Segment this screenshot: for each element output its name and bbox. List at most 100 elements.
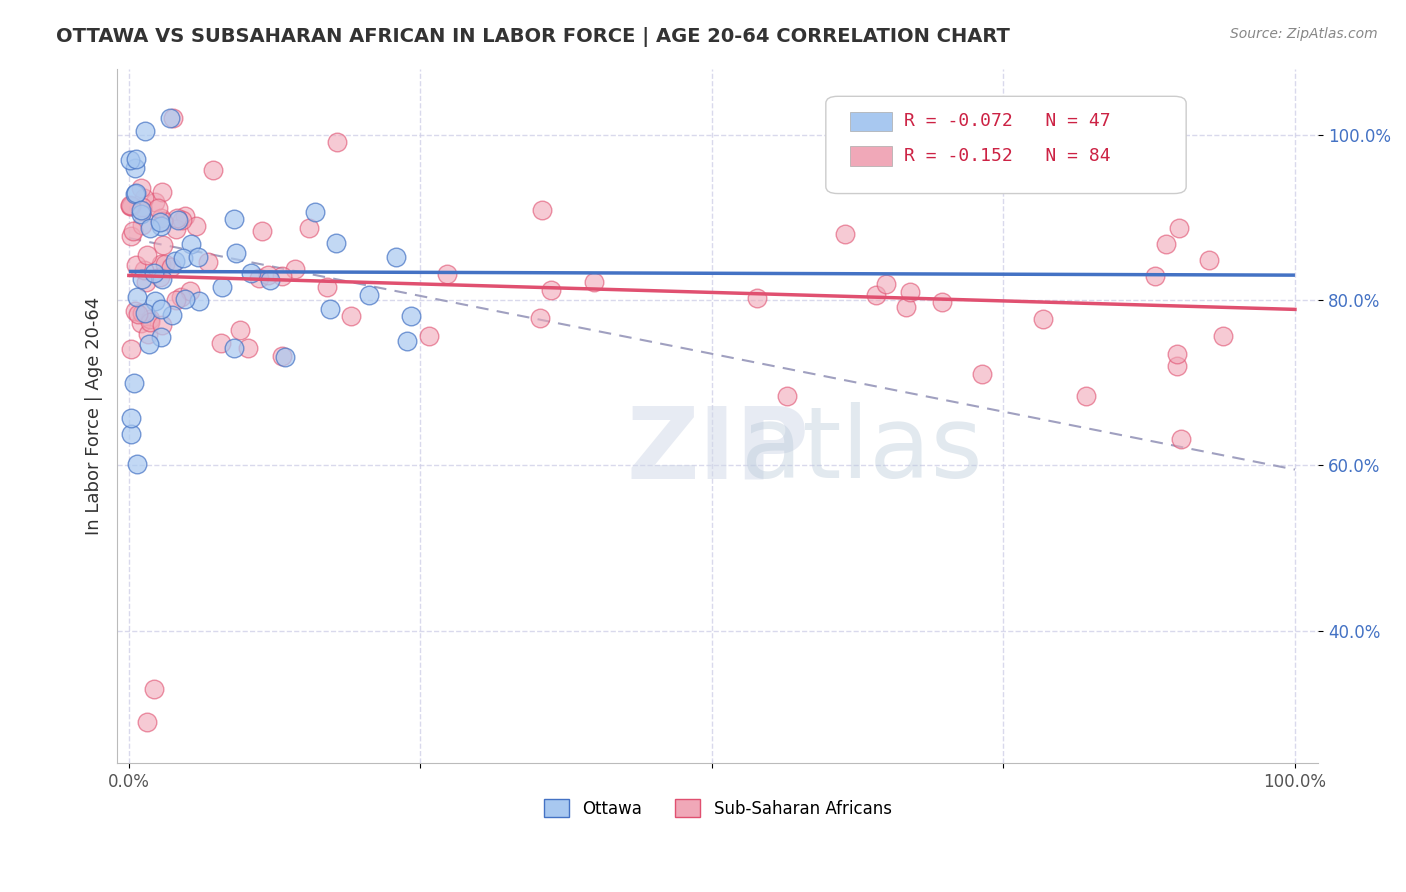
Sub-Saharan Africans <box>165 222 187 236</box>
Sub-Saharan Africans <box>131 200 153 214</box>
Sub-Saharan Africans <box>143 681 166 696</box>
Text: Source: ZipAtlas.com: Source: ZipAtlas.com <box>1230 27 1378 41</box>
Sub-Saharan Africans <box>1154 236 1177 251</box>
Sub-Saharan Africans <box>159 260 181 274</box>
Sub-Saharan Africans <box>184 219 207 234</box>
Sub-Saharan Africans <box>131 305 153 319</box>
Sub-Saharan Africans <box>201 163 224 178</box>
Sub-Saharan Africans <box>149 269 172 284</box>
Ottawa <box>172 251 194 265</box>
Ottawa <box>167 213 190 227</box>
Ottawa <box>150 302 173 317</box>
Ottawa <box>139 220 162 235</box>
Ottawa <box>120 427 142 442</box>
Sub-Saharan Africans <box>1143 269 1166 284</box>
Sub-Saharan Africans <box>865 287 887 301</box>
Sub-Saharan Africans <box>1166 359 1188 373</box>
Sub-Saharan Africans <box>150 257 173 271</box>
Sub-Saharan Africans <box>135 275 157 289</box>
Sub-Saharan Africans <box>165 293 187 307</box>
Ottawa <box>124 161 146 175</box>
Ottawa <box>399 309 422 323</box>
Sub-Saharan Africans <box>1032 311 1054 326</box>
Text: OTTAWA VS SUBSAHARAN AFRICAN IN LABOR FORCE | AGE 20-64 CORRELATION CHART: OTTAWA VS SUBSAHARAN AFRICAN IN LABOR FO… <box>56 27 1010 46</box>
Sub-Saharan Africans <box>129 180 152 194</box>
Ottawa <box>127 290 149 304</box>
Ottawa <box>129 207 152 221</box>
Sub-Saharan Africans <box>162 111 184 125</box>
Ottawa <box>187 250 209 264</box>
Ottawa <box>129 202 152 217</box>
Text: R = -0.152   N = 84: R = -0.152 N = 84 <box>904 147 1111 165</box>
Ottawa <box>122 376 145 391</box>
Ottawa <box>150 272 173 286</box>
Sub-Saharan Africans <box>1170 432 1192 446</box>
Sub-Saharan Africans <box>120 342 142 356</box>
Ottawa <box>160 308 183 322</box>
Text: R = -0.072   N = 47: R = -0.072 N = 47 <box>904 112 1111 130</box>
Sub-Saharan Africans <box>900 285 922 299</box>
Sub-Saharan Africans <box>120 229 142 244</box>
Sub-Saharan Africans <box>149 211 172 226</box>
Sub-Saharan Africans <box>540 283 562 297</box>
Sub-Saharan Africans <box>1198 252 1220 267</box>
Ottawa <box>319 301 342 316</box>
Sub-Saharan Africans <box>166 211 188 225</box>
Ottawa <box>222 341 245 355</box>
Sub-Saharan Africans <box>284 262 307 277</box>
Ottawa <box>138 336 160 351</box>
Sub-Saharan Africans <box>132 263 155 277</box>
Sub-Saharan Africans <box>252 224 274 238</box>
Sub-Saharan Africans <box>124 303 146 318</box>
Sub-Saharan Africans <box>931 294 953 309</box>
Ottawa <box>131 271 153 285</box>
Sub-Saharan Africans <box>315 280 337 294</box>
Ottawa <box>325 236 347 251</box>
Sub-Saharan Africans <box>174 209 197 223</box>
Ottawa <box>150 330 173 344</box>
Ottawa <box>125 457 148 471</box>
Sub-Saharan Africans <box>270 269 292 284</box>
Sub-Saharan Africans <box>118 198 141 212</box>
Sub-Saharan Africans <box>530 203 553 218</box>
Legend: Ottawa, Sub-Saharan Africans: Ottawa, Sub-Saharan Africans <box>537 793 898 824</box>
Ottawa <box>174 292 197 306</box>
Ottawa <box>149 219 172 234</box>
Sub-Saharan Africans <box>150 318 173 332</box>
Sub-Saharan Africans <box>436 267 458 281</box>
Sub-Saharan Africans <box>775 389 797 403</box>
Ottawa <box>134 306 156 320</box>
Sub-Saharan Africans <box>118 199 141 213</box>
Sub-Saharan Africans <box>209 336 232 351</box>
Sub-Saharan Africans <box>229 323 252 337</box>
Ottawa <box>357 287 380 301</box>
Sub-Saharan Africans <box>170 213 193 227</box>
Sub-Saharan Africans <box>271 349 294 363</box>
Sub-Saharan Africans <box>340 310 363 324</box>
Sub-Saharan Africans <box>136 714 159 729</box>
Sub-Saharan Africans <box>139 315 162 329</box>
Ottawa <box>125 152 148 166</box>
Ottawa <box>120 411 142 425</box>
Ottawa <box>188 293 211 308</box>
Sub-Saharan Africans <box>747 291 769 305</box>
Ottawa <box>125 186 148 200</box>
Text: ZIP: ZIP <box>626 402 810 499</box>
Sub-Saharan Africans <box>125 258 148 272</box>
Ottawa <box>134 124 156 138</box>
FancyBboxPatch shape <box>849 112 891 131</box>
Sub-Saharan Africans <box>153 257 176 271</box>
Sub-Saharan Africans <box>134 191 156 205</box>
Sub-Saharan Africans <box>122 224 145 238</box>
Ottawa <box>304 204 326 219</box>
Text: atlas: atlas <box>741 402 983 499</box>
Sub-Saharan Africans <box>131 218 153 232</box>
Ottawa <box>211 280 233 294</box>
Sub-Saharan Africans <box>135 248 157 262</box>
Sub-Saharan Africans <box>418 329 440 343</box>
FancyBboxPatch shape <box>849 146 891 166</box>
Sub-Saharan Africans <box>326 135 349 149</box>
Sub-Saharan Africans <box>1166 347 1188 361</box>
Sub-Saharan Africans <box>150 186 173 200</box>
Ottawa <box>225 246 247 260</box>
